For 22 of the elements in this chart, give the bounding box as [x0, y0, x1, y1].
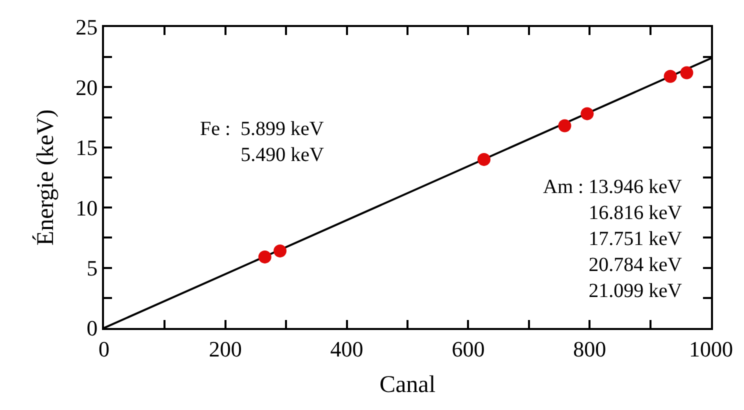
x-tick-label: 1000 [689, 336, 733, 362]
x-tick-label: 600 [452, 336, 485, 362]
y-tick-label: 5 [86, 256, 98, 280]
annotation: Fe : 5.899 keV 5.490 keV [200, 118, 324, 166]
y-tick-label: 20 [76, 74, 98, 100]
x-tick-label: 200 [208, 336, 242, 362]
y-axis-title: Énergie (keV) [32, 109, 60, 246]
point [558, 119, 572, 132]
point [477, 152, 490, 166]
point [664, 70, 677, 83]
point [274, 244, 287, 258]
point [580, 107, 594, 120]
x-tick-label: 800 [573, 336, 606, 362]
point [258, 250, 272, 264]
annotation: Am : 13.946 keV 16.816 keV 17.751 keV 20.784 keV 21.099 keV [543, 176, 682, 302]
y-tick-label: 25 [76, 14, 98, 40]
x-tick-label: 400 [330, 336, 364, 362]
y-tick-label: 15 [76, 135, 98, 160]
point [680, 66, 694, 80]
y-tick-label: 10 [76, 195, 98, 220]
y-tick-label: 0 [86, 316, 98, 341]
x-axis-title: Canal [380, 372, 436, 398]
